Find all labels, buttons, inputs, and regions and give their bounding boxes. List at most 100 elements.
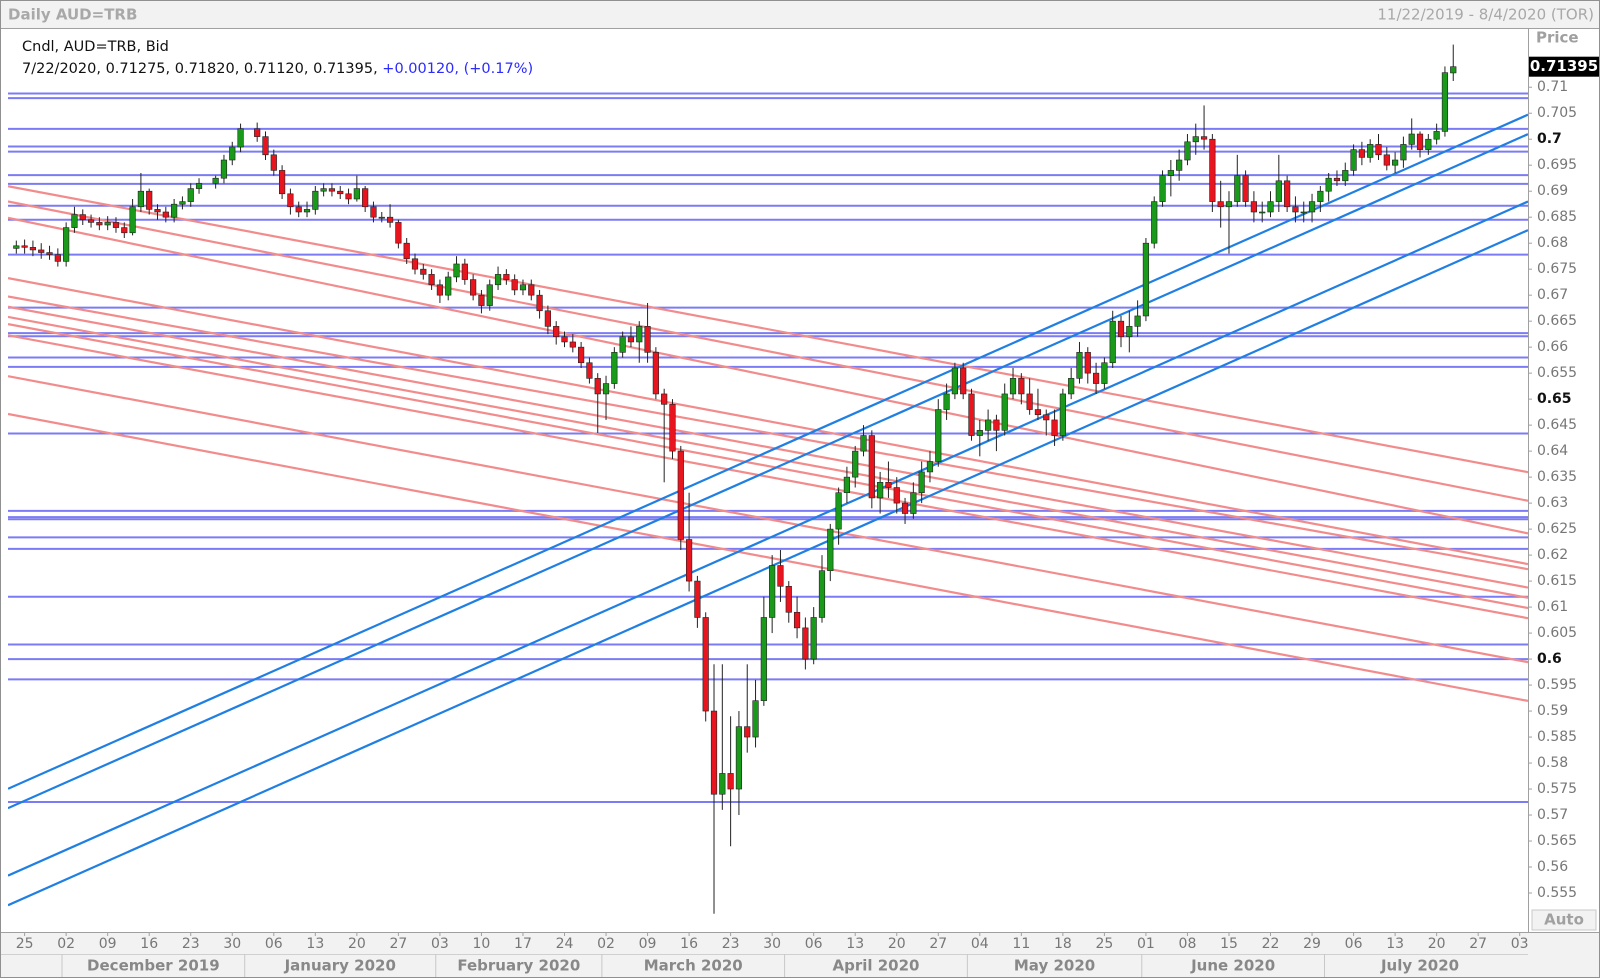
candle-body (968, 393, 975, 436)
candle-body (96, 222, 103, 226)
candle-body (1259, 211, 1266, 214)
candle-body (146, 190, 153, 210)
y-tick-label: 0.615 (1537, 573, 1577, 589)
candle-body (935, 409, 942, 462)
candle-body (835, 492, 842, 530)
auto-scale-label[interactable]: Auto (1544, 911, 1584, 929)
info-box: Cndl, AUD=TRB, Bid 7/22/2020, 0.71275, 0… (22, 36, 533, 80)
month-label: January 2020 (284, 957, 396, 975)
candle-body (337, 190, 344, 195)
candle-body (162, 211, 169, 218)
x-tick-label: 06 (265, 936, 283, 952)
x-tick-label: 03 (1511, 936, 1529, 952)
candle-body (1209, 138, 1216, 202)
candle-body (262, 136, 269, 156)
candle-body (578, 346, 585, 364)
candle-body (785, 585, 792, 613)
candle-body (544, 310, 551, 327)
candle-body (760, 617, 767, 701)
candle-body (702, 617, 709, 712)
candle-body (1350, 149, 1357, 171)
price-change: +0.00120, (+0.17%) (382, 61, 534, 77)
auto-scale-button[interactable] (1531, 909, 1597, 931)
candle-body (362, 188, 369, 208)
y-tick-label: 0.63 (1537, 495, 1568, 511)
candle-body (46, 252, 53, 255)
candle-body (436, 284, 444, 296)
y-tick-label: 0.65 (1537, 391, 1572, 407)
candle-body (810, 617, 817, 660)
candle-body (561, 336, 568, 343)
candle-body (793, 611, 801, 629)
candle-body (503, 274, 510, 280)
x-tick-label: 15 (1220, 936, 1238, 952)
y-tick-label: 0.665 (1537, 313, 1577, 329)
candle-body (528, 284, 535, 296)
candle-body (1101, 362, 1108, 384)
candle-body (328, 188, 336, 192)
x-tick-label: 11 (1012, 936, 1030, 952)
candle-body (1167, 170, 1174, 176)
x-tick-label: 20 (888, 936, 906, 952)
candle-body (38, 249, 45, 253)
candle-body (694, 580, 701, 618)
candle-body (1001, 393, 1008, 431)
candle-body (1076, 352, 1083, 379)
candle-body (87, 219, 95, 223)
x-tick-label: 23 (182, 936, 200, 952)
candle-body (1250, 201, 1258, 213)
candle-body (1192, 136, 1199, 143)
x-tick-label: 25 (16, 936, 34, 952)
y-tick-label: 0.635 (1537, 469, 1577, 485)
candle-body (1200, 136, 1208, 140)
x-tick-label: 22 (1262, 936, 1280, 952)
candle-body (602, 383, 610, 395)
candle-body (287, 193, 294, 208)
y-tick-label: 0.605 (1537, 625, 1577, 641)
candle-body (860, 435, 867, 452)
candle-body (677, 450, 684, 540)
y-tick-label: 0.62 (1537, 547, 1568, 563)
candle-body (295, 206, 302, 213)
resistance-trendline (8, 216, 1528, 535)
candle-body (1184, 141, 1191, 161)
month-label: December 2019 (87, 957, 220, 975)
candle-body (1325, 177, 1332, 192)
candle-body (378, 216, 385, 219)
y-tick-label: 0.6 (1537, 651, 1562, 667)
support-trendline (8, 133, 1528, 810)
candle-body (63, 227, 70, 262)
candle-body (1026, 393, 1033, 410)
candle-body (1342, 170, 1349, 182)
resistance-trendline (8, 277, 1528, 566)
candle-body (569, 341, 576, 348)
candle-body (270, 154, 277, 171)
candle-body (21, 245, 28, 248)
candle-body (877, 482, 884, 499)
candle-body (868, 435, 875, 499)
y-tick-label: 0.59 (1537, 703, 1568, 719)
candle-body (744, 726, 751, 738)
x-tick-label: 10 (473, 936, 491, 952)
candle-body (652, 352, 659, 395)
x-tick-label: 01 (1137, 936, 1155, 952)
plot-area (8, 44, 1528, 914)
candle-body (1450, 66, 1457, 74)
x-tick-label: 24 (556, 936, 574, 952)
candle-body (1084, 352, 1091, 374)
y-tick-label: 0.655 (1537, 365, 1577, 381)
y-tick-label: 0.595 (1537, 677, 1577, 693)
candle-body (843, 476, 851, 494)
candle-body (985, 419, 992, 431)
y-tick-label: 0.685 (1537, 209, 1577, 225)
candle-body (1433, 131, 1440, 140)
support-trendline (8, 200, 1528, 877)
resistance-trendline (8, 412, 1528, 703)
candle-body (1134, 315, 1141, 327)
candle-body (735, 726, 743, 790)
candle-body (1416, 133, 1424, 150)
candle-body (453, 263, 460, 278)
resistance-trendline (8, 185, 1528, 474)
candle-body (1151, 201, 1158, 244)
